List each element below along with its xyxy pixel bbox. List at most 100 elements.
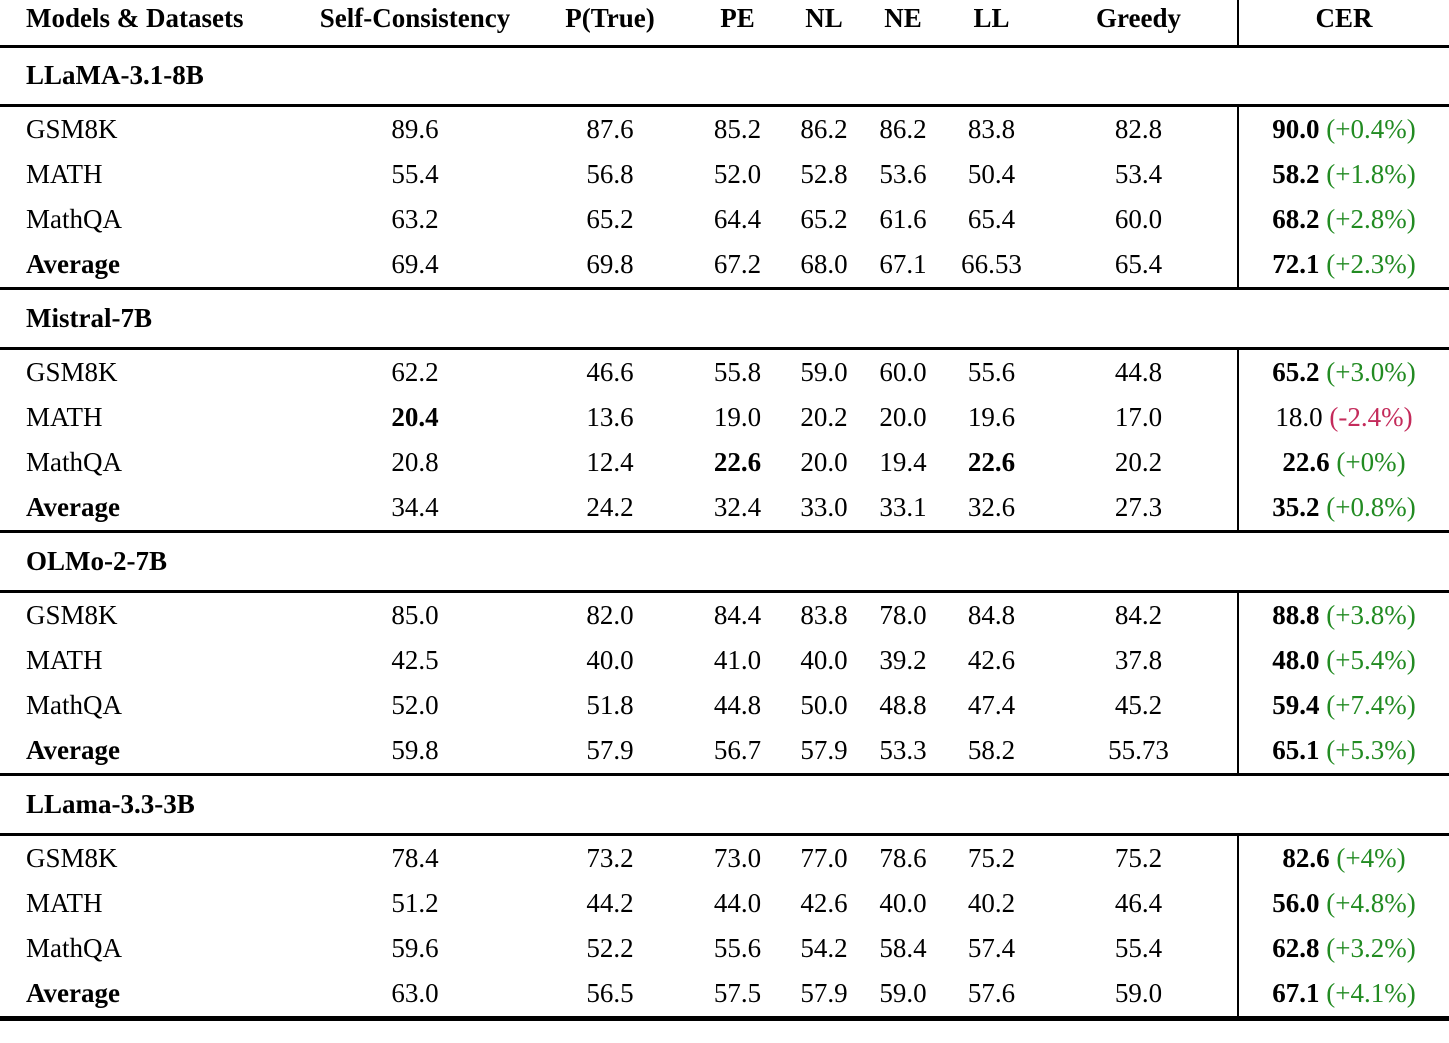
metric-cell: 51.8 [586, 690, 634, 720]
metric-cell: 82.0 [586, 600, 634, 630]
metric-cell: 44.2 [586, 888, 634, 918]
metric-cell: 55.4 [1114, 933, 1163, 963]
metric-cell: 27.3 [1114, 492, 1163, 522]
metric-cell: 57.9 [800, 978, 848, 1008]
metric-cell: 46.6 [586, 357, 634, 387]
metric-cell: 65.4 [1114, 249, 1163, 279]
metric-cell: 57.5 [713, 978, 762, 1008]
table-row: GSM8K 62.2 46.6 55.8 59.0 60.0 55.6 44.8 65.2 (+… [0, 348, 1449, 395]
metric-cell: 24.2 [586, 492, 634, 522]
column-header-self-consistency: Self-Consistency [300, 0, 530, 48]
metric-cell: 45.2 [1114, 690, 1163, 720]
metric-cell: 62.2 [391, 357, 439, 387]
dataset-cell: Average [26, 735, 120, 765]
table-row: MATH 42.5 40.0 41.0 40.0 39.2 42.6 37.8 48.0 (+5… [0, 638, 1449, 683]
metric-cell: 44.0 [713, 888, 762, 918]
cer-cell: 90.0 (+0.4%) [1237, 105, 1449, 152]
cer-cell: 48.0 (+5.4%) [1237, 638, 1449, 683]
cer-cell: 18.0 (-2.4%) [1237, 395, 1449, 440]
metric-cell: 55.6 [713, 933, 762, 963]
metric-cell: 60.0 [1114, 204, 1163, 234]
dataset-cell: MATH [26, 402, 103, 432]
cer-delta: (+7.4%) [1319, 690, 1416, 720]
column-header-ll: LL [943, 0, 1040, 48]
cer-value: 72.1 [1272, 249, 1320, 279]
metric-cell: 52.0 [713, 159, 762, 189]
metric-cell: 73.0 [713, 843, 762, 873]
column-header-ne: NE [863, 0, 943, 48]
metric-cell: 51.2 [391, 888, 439, 918]
table-row: MATH 20.4 13.6 19.0 20.2 20.0 19.6 17.0 18.0 (-2… [0, 395, 1449, 440]
cer-cell: 82.6 (+4%) [1237, 834, 1449, 881]
metric-cell: 67.2 [713, 249, 762, 279]
cer-delta: (+0.8%) [1319, 492, 1416, 522]
metric-cell: 44.8 [713, 690, 762, 720]
metric-cell: 68.0 [800, 249, 848, 279]
model-name: LLaMA-3.1-8B [0, 45, 1449, 107]
metric-cell: 54.2 [800, 933, 848, 963]
column-header-cer: CER [1237, 0, 1449, 48]
dataset-cell: GSM8K [26, 600, 118, 630]
metric-cell: 57.9 [586, 735, 634, 765]
metric-cell: 42.6 [967, 645, 1016, 675]
model-name: LLama-3.3-3B [0, 773, 1449, 836]
model-section-row: Mistral-7B [0, 287, 1449, 350]
metric-cell: 59.0 [879, 978, 927, 1008]
cer-delta: (+0%) [1329, 447, 1406, 477]
metric-cell: 19.4 [879, 447, 927, 477]
metric-cell: 55.73 [1108, 735, 1169, 765]
cer-delta: (+4%) [1329, 843, 1406, 873]
metric-cell: 40.0 [586, 645, 634, 675]
cer-delta: (+3.2%) [1319, 933, 1416, 963]
metric-cell: 52.8 [800, 159, 848, 189]
cer-cell: 65.1 (+5.3%) [1237, 728, 1449, 775]
metric-cell: 89.6 [391, 114, 439, 144]
metric-cell: 42.5 [391, 645, 439, 675]
cer-value: 59.4 [1272, 690, 1320, 720]
cer-value: 65.2 [1272, 357, 1320, 387]
metric-cell: 75.2 [967, 843, 1016, 873]
cer-delta: (-2.4%) [1322, 402, 1413, 432]
metric-cell: 42.6 [800, 888, 848, 918]
metric-cell: 53.4 [1114, 159, 1163, 189]
cer-value: 67.1 [1272, 978, 1320, 1008]
cer-value: 90.0 [1272, 114, 1320, 144]
column-header-p-true: P(True) [530, 0, 690, 48]
metric-cell: 34.4 [391, 492, 439, 522]
metric-cell: 19.0 [713, 402, 762, 432]
table-row: MathQA 20.8 12.4 22.6 20.0 19.4 22.6 20.2 22.6 (… [0, 440, 1449, 485]
cer-cell: 67.1 (+4.1%) [1237, 971, 1449, 1019]
metric-cell: 77.0 [800, 843, 848, 873]
metric-cell: 55.8 [713, 357, 762, 387]
dataset-cell: MathQA [26, 447, 122, 477]
metric-cell: 75.2 [1114, 843, 1163, 873]
metric-cell: 33.1 [879, 492, 927, 522]
metric-cell: 20.2 [800, 402, 848, 432]
table-row: MathQA 52.0 51.8 44.8 50.0 48.8 47.4 45.2 59.4 (… [0, 683, 1449, 728]
cer-value: 22.6 [1282, 447, 1330, 477]
cer-cell: 62.8 (+3.2%) [1237, 926, 1449, 971]
metric-cell: 84.8 [967, 600, 1016, 630]
metric-cell: 59.8 [391, 735, 439, 765]
metric-cell: 56.7 [713, 735, 762, 765]
metric-cell: 53.6 [879, 159, 927, 189]
metric-cell: 69.4 [391, 249, 439, 279]
cer-delta: (+1.8%) [1319, 159, 1416, 189]
cer-cell: 68.2 (+2.8%) [1237, 197, 1449, 242]
metric-cell: 19.6 [967, 402, 1016, 432]
dataset-cell: GSM8K [26, 114, 118, 144]
cer-value: 18.0 [1275, 402, 1323, 432]
metric-cell: 22.6 [967, 447, 1016, 477]
metric-cell: 40.0 [800, 645, 848, 675]
metric-cell: 86.2 [879, 114, 927, 144]
metric-cell: 12.4 [586, 447, 634, 477]
metric-cell: 78.6 [879, 843, 927, 873]
cer-cell: 88.8 (+3.8%) [1237, 591, 1449, 638]
metric-cell: 37.8 [1114, 645, 1163, 675]
results-table-body: LLaMA-3.1-8B GSM8K 89.6 87.6 85.2 86.2 86.2 83.… [0, 45, 1449, 1019]
model-name: OLMo-2-7B [0, 530, 1449, 593]
metric-cell: 40.2 [967, 888, 1016, 918]
cer-delta: (+3.0%) [1319, 357, 1416, 387]
table-row: MathQA 63.2 65.2 64.4 65.2 61.6 65.4 60.0 68.2 (… [0, 197, 1449, 242]
table-row: Average 34.4 24.2 32.4 33.0 33.1 32.6 27.3 35.2 … [0, 485, 1449, 532]
